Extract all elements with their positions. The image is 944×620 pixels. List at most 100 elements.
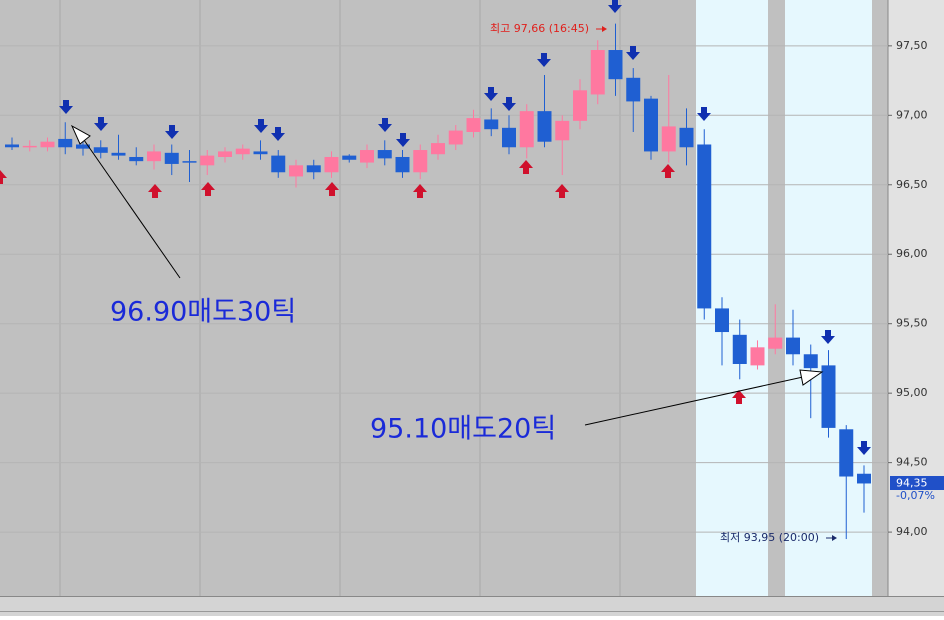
candle-body xyxy=(76,144,90,149)
note-text: 95.10매도20틱 xyxy=(370,414,556,445)
y-tick-label: 97,00 xyxy=(896,108,928,121)
note-arrowhead xyxy=(799,369,824,386)
vertical-grid xyxy=(59,0,621,596)
note-text: 96.90매도30틱 xyxy=(110,297,296,328)
sell-signal xyxy=(697,107,711,121)
sell-signal xyxy=(94,117,108,131)
candle-body xyxy=(58,138,73,148)
candle-body xyxy=(200,155,215,166)
candle-body xyxy=(590,50,605,95)
candle-body xyxy=(147,151,161,162)
candle-body xyxy=(342,155,357,160)
candle-body xyxy=(715,308,729,333)
buy-signal xyxy=(732,390,746,404)
candle-body xyxy=(129,156,144,162)
background xyxy=(872,0,888,596)
change: -0,07% xyxy=(896,489,935,502)
background xyxy=(768,0,785,596)
candle-body xyxy=(271,155,286,173)
candle-body xyxy=(253,151,268,155)
note-arrow xyxy=(83,139,181,279)
candle-body xyxy=(164,152,179,164)
candle-body xyxy=(431,143,445,155)
candle-body xyxy=(22,145,37,148)
high-annotation: 최고 97,66 (16:45) xyxy=(490,22,589,35)
sell-signal xyxy=(378,118,392,132)
grid xyxy=(0,45,888,533)
sell-signal xyxy=(608,0,622,13)
candle-body xyxy=(679,127,694,148)
candle-body xyxy=(537,111,552,142)
candle-body xyxy=(413,150,428,173)
candle-body xyxy=(803,354,818,369)
sell-signal xyxy=(484,87,498,101)
candle-body xyxy=(697,144,712,309)
buy-signal xyxy=(661,164,675,178)
candle-body xyxy=(93,147,108,153)
buy-signal xyxy=(325,182,339,196)
candle-body xyxy=(466,118,481,132)
buy-signal xyxy=(555,184,569,198)
candle-body xyxy=(395,156,410,173)
buy-signal xyxy=(519,160,533,174)
y-tick-label: 95,00 xyxy=(896,386,928,399)
candle-body xyxy=(857,473,871,484)
candle-body xyxy=(5,144,19,148)
buy-signal xyxy=(148,184,162,198)
axis-area xyxy=(888,0,944,596)
candle-body xyxy=(573,90,587,121)
candle-body xyxy=(821,365,836,428)
candle-body xyxy=(360,150,374,163)
sell-signal xyxy=(626,46,640,60)
candle-body xyxy=(111,152,126,156)
candle-body xyxy=(555,120,570,141)
candle-body xyxy=(484,119,499,130)
candle-body xyxy=(182,161,197,163)
annotation-arrow xyxy=(832,535,837,541)
last-price-box xyxy=(890,476,944,490)
buy-signal xyxy=(201,182,215,196)
candle-body xyxy=(839,429,854,477)
sell-signal xyxy=(502,97,516,111)
candle-body xyxy=(502,127,516,148)
footer xyxy=(0,596,944,616)
candle-body xyxy=(608,50,623,80)
candle-body xyxy=(732,334,747,364)
candle-body xyxy=(40,141,55,148)
session-band xyxy=(785,0,872,596)
annotation-arrow xyxy=(602,26,607,32)
y-tick-label: 96,50 xyxy=(896,178,928,191)
y-tick-label: 94,00 xyxy=(896,525,928,538)
sell-signal xyxy=(271,127,285,141)
y-tick-label: 95,50 xyxy=(896,317,928,330)
sell-signal xyxy=(165,125,179,139)
candle-body xyxy=(289,165,303,177)
candle-body xyxy=(750,347,765,366)
sell-signal xyxy=(857,441,871,455)
sell-signal xyxy=(537,53,551,67)
last-price: 94,35 xyxy=(896,477,928,490)
candle-body xyxy=(235,148,250,155)
sell-signal xyxy=(396,133,410,147)
candle-body xyxy=(644,98,658,152)
candle-body xyxy=(324,156,339,173)
candle-body xyxy=(626,77,641,102)
buy-signal xyxy=(0,170,7,184)
candle-body xyxy=(768,337,783,349)
candle-body xyxy=(218,151,232,157)
sell-signal xyxy=(821,330,835,344)
y-tick-label: 96,00 xyxy=(896,247,928,260)
candle-body xyxy=(519,111,534,148)
buy-signal xyxy=(413,184,427,198)
candle-body xyxy=(377,150,392,159)
y-tick-label: 97,50 xyxy=(896,39,928,52)
signals xyxy=(0,0,871,455)
y-tick-label: 94,50 xyxy=(896,456,928,469)
candle-body xyxy=(786,337,800,355)
low-annotation: 최저 93,95 (20:00) xyxy=(720,531,819,544)
candle-body xyxy=(448,130,463,145)
candles xyxy=(5,23,871,540)
note-arrow xyxy=(584,376,804,426)
sell-signal xyxy=(254,119,268,133)
